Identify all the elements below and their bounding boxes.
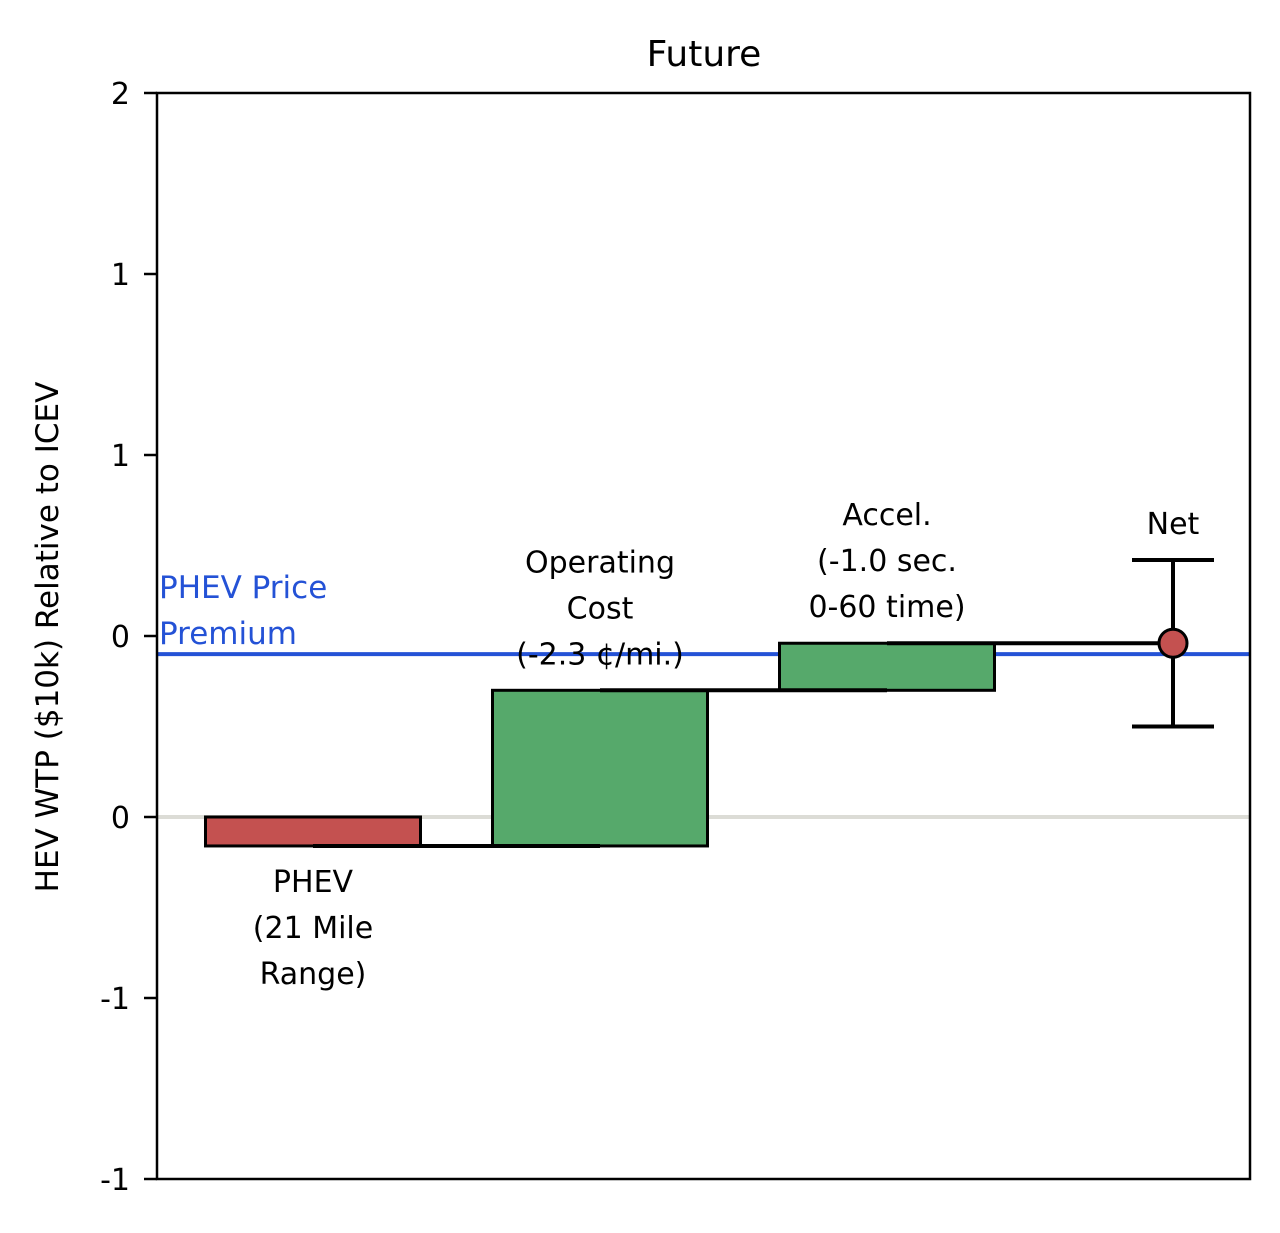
bar-label: PHEV (21 Mile Range) xyxy=(253,865,373,992)
y-tick-label: -1 xyxy=(100,1163,130,1198)
y-tick-label: 1 xyxy=(111,258,130,293)
bar-label-line: 0-60 time) xyxy=(808,590,965,625)
y-tick-label: 2 xyxy=(111,77,130,112)
price-premium-label-line: Premium xyxy=(159,616,297,652)
bar-label: Operating Cost (-2.3 ¢/mi.) xyxy=(516,545,684,672)
y-axis-label: HEV WTP ($10k) Relative to ICEV xyxy=(30,382,66,893)
bar-label-line: Operating xyxy=(525,545,675,580)
price-premium-label: PHEV Price Premium xyxy=(159,570,327,652)
bar-label-line: (21 Mile xyxy=(253,911,373,946)
bar-label-line: Accel. xyxy=(842,498,931,533)
y-tick-label: 0 xyxy=(111,801,130,836)
bar-label-line: (-2.3 ¢/mi.) xyxy=(516,637,684,672)
y-tick-label: 1 xyxy=(111,439,130,474)
waterfall-bar xyxy=(204,815,422,848)
waterfall-bar xyxy=(491,688,709,848)
bar-label: Accel. (-1.0 sec. 0-60 time) xyxy=(808,498,965,625)
bar-label-line: Range) xyxy=(260,957,367,992)
plot-area: PHEV Price Premium PHEV (21 Mile Range) Opera… xyxy=(100,77,1252,1198)
y-tick-label: -1 xyxy=(100,982,130,1017)
bar-label-line: Cost xyxy=(567,591,634,626)
net-point xyxy=(1157,627,1189,659)
y-tick-label: 0 xyxy=(111,620,130,655)
bar-label-line: PHEV xyxy=(273,865,354,900)
chart-title: Future xyxy=(647,34,762,75)
price-premium-label-line: PHEV Price xyxy=(159,570,327,606)
plot-frame xyxy=(155,91,1252,1181)
net-label: Net xyxy=(1147,507,1200,542)
waterfall-bar xyxy=(778,641,996,692)
bar-label-line: (-1.0 sec. xyxy=(817,544,957,579)
